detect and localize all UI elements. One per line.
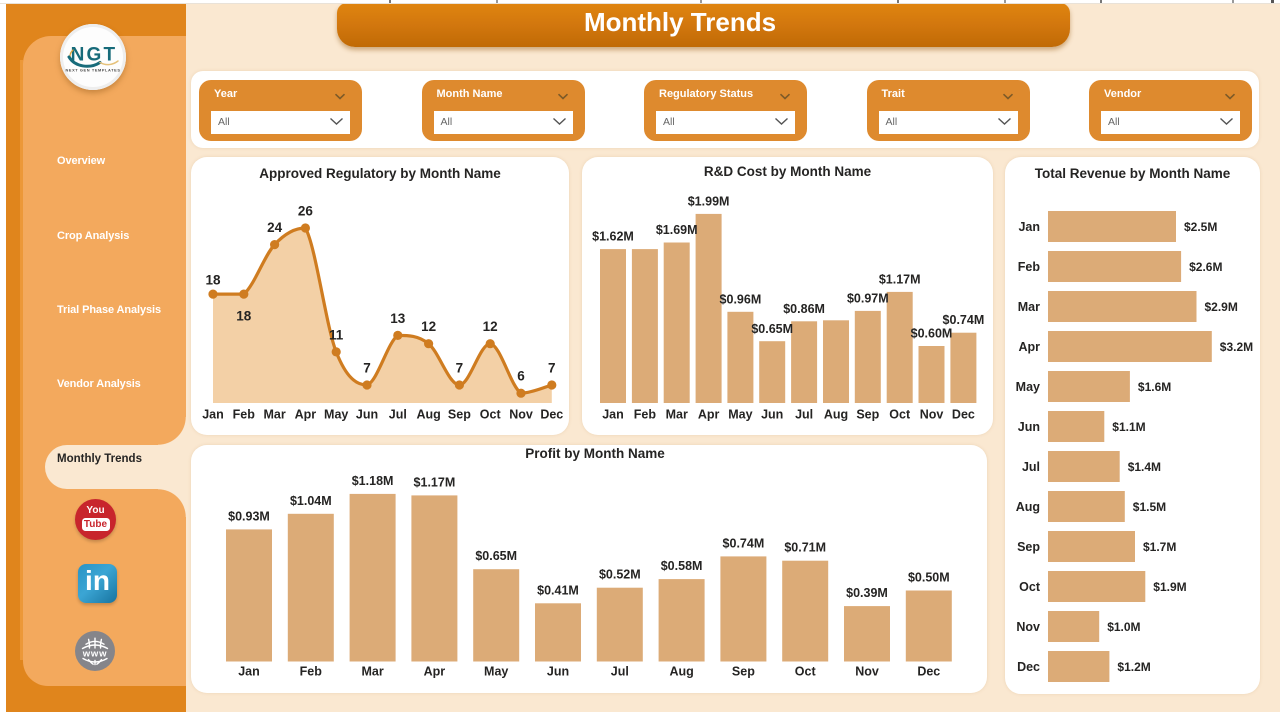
svg-text:$2.6M: $2.6M — [1189, 260, 1222, 274]
svg-text:Aug: Aug — [669, 665, 693, 679]
svg-text:Apr: Apr — [295, 408, 317, 422]
svg-text:Jul: Jul — [389, 408, 407, 422]
svg-text:Nov: Nov — [509, 408, 533, 422]
svg-text:$0.60M: $0.60M — [911, 327, 953, 341]
svg-text:Jan: Jan — [602, 408, 624, 422]
svg-text:Oct: Oct — [1019, 580, 1041, 594]
svg-text:$1.4M: $1.4M — [1128, 460, 1161, 474]
svg-text:18: 18 — [236, 309, 252, 324]
svg-text:Feb: Feb — [634, 408, 657, 422]
svg-text:12: 12 — [483, 319, 498, 334]
svg-text:NGT: NGT — [71, 45, 118, 66]
svg-text:Jun: Jun — [547, 665, 569, 679]
svg-text:Nov: Nov — [920, 408, 944, 422]
svg-text:$1.0M: $1.0M — [1107, 620, 1140, 634]
svg-text:Dec: Dec — [952, 408, 975, 422]
svg-text:$2.9M: $2.9M — [1205, 300, 1238, 314]
svg-text:26: 26 — [298, 204, 314, 219]
svg-text:$0.97M: $0.97M — [847, 291, 889, 305]
svg-text:18: 18 — [205, 273, 221, 288]
svg-text:$0.71M: $0.71M — [784, 541, 826, 555]
svg-text:6: 6 — [517, 369, 525, 384]
svg-text:Aug: Aug — [416, 408, 440, 422]
svg-text:13: 13 — [390, 311, 406, 326]
svg-text:Aug: Aug — [824, 408, 848, 422]
svg-text:$0.58M: $0.58M — [661, 559, 703, 573]
svg-text:Jul: Jul — [611, 665, 629, 679]
svg-text:$2.5M: $2.5M — [1184, 220, 1217, 234]
svg-text:Jan: Jan — [1018, 220, 1040, 234]
svg-text:Feb: Feb — [300, 665, 323, 679]
svg-text:Dec: Dec — [540, 408, 563, 422]
svg-text:7: 7 — [456, 361, 464, 376]
svg-text:Dec: Dec — [1017, 660, 1040, 674]
svg-text:$0.65M: $0.65M — [475, 549, 517, 563]
svg-text:Nov: Nov — [855, 665, 879, 679]
svg-text:Jun: Jun — [1018, 420, 1040, 434]
svg-text:May: May — [484, 665, 508, 679]
svg-text:7: 7 — [548, 361, 556, 376]
svg-text:$0.41M: $0.41M — [537, 583, 579, 597]
svg-text:Jun: Jun — [761, 408, 783, 422]
svg-text:May: May — [324, 408, 348, 422]
svg-text:$1.2M: $1.2M — [1117, 660, 1150, 674]
svg-text:$0.86M: $0.86M — [783, 302, 825, 316]
svg-text:Apr: Apr — [698, 408, 720, 422]
svg-text:$1.17M: $1.17M — [414, 475, 456, 489]
svg-text:Jul: Jul — [1022, 460, 1040, 474]
svg-text:Mar: Mar — [1018, 300, 1040, 314]
svg-text:Aug: Aug — [1016, 500, 1040, 514]
svg-text:Apr: Apr — [424, 665, 446, 679]
svg-text:Dec: Dec — [917, 665, 940, 679]
svg-text:$0.74M: $0.74M — [723, 536, 765, 550]
svg-text:$1.04M: $1.04M — [290, 494, 332, 508]
svg-text:$1.62M: $1.62M — [592, 230, 634, 244]
svg-text:$1.6M: $1.6M — [1138, 380, 1171, 394]
svg-text:Jul: Jul — [795, 408, 813, 422]
svg-text:Jun: Jun — [356, 408, 378, 422]
svg-text:Feb: Feb — [1018, 260, 1041, 274]
svg-text:Oct: Oct — [480, 408, 502, 422]
svg-text:Sep: Sep — [856, 408, 879, 422]
svg-text:$1.7M: $1.7M — [1143, 540, 1176, 554]
svg-text:NEXT GEN TEMPLATES: NEXT GEN TEMPLATES — [65, 68, 120, 73]
svg-text:$0.39M: $0.39M — [846, 586, 888, 600]
svg-text:$1.1M: $1.1M — [1112, 420, 1145, 434]
svg-text:Mar: Mar — [361, 665, 383, 679]
svg-text:Oct: Oct — [889, 408, 911, 422]
svg-text:Jan: Jan — [202, 408, 224, 422]
svg-text:www: www — [82, 648, 108, 659]
svg-text:$1.17M: $1.17M — [879, 272, 921, 286]
svg-text:$0.96M: $0.96M — [720, 292, 762, 306]
svg-text:Sep: Sep — [732, 665, 755, 679]
svg-text:Oct: Oct — [795, 665, 817, 679]
svg-text:Apr: Apr — [1018, 340, 1040, 354]
svg-text:$1.99M: $1.99M — [688, 194, 730, 208]
svg-text:Feb: Feb — [233, 408, 256, 422]
svg-text:Mar: Mar — [263, 408, 285, 422]
svg-text:$0.65M: $0.65M — [751, 322, 793, 336]
svg-text:24: 24 — [267, 220, 283, 235]
svg-text:7: 7 — [363, 361, 371, 376]
svg-text:12: 12 — [421, 319, 436, 334]
svg-text:$1.9M: $1.9M — [1153, 580, 1186, 594]
svg-text:11: 11 — [329, 327, 344, 342]
svg-text:May: May — [728, 408, 752, 422]
svg-text:$0.52M: $0.52M — [599, 568, 641, 582]
svg-text:Jan: Jan — [238, 665, 260, 679]
svg-text:$3.2M: $3.2M — [1220, 340, 1253, 354]
svg-text:May: May — [1016, 380, 1040, 394]
svg-text:$0.93M: $0.93M — [228, 509, 270, 523]
svg-text:Sep: Sep — [1017, 540, 1040, 554]
svg-text:$0.74M: $0.74M — [943, 313, 985, 327]
svg-text:Nov: Nov — [1016, 620, 1040, 634]
svg-text:Mar: Mar — [666, 408, 688, 422]
svg-text:$1.18M: $1.18M — [352, 474, 394, 488]
svg-text:$1.5M: $1.5M — [1133, 500, 1166, 514]
svg-text:$0.50M: $0.50M — [908, 571, 950, 585]
svg-text:Sep: Sep — [448, 408, 471, 422]
svg-text:$1.69M: $1.69M — [656, 223, 698, 237]
